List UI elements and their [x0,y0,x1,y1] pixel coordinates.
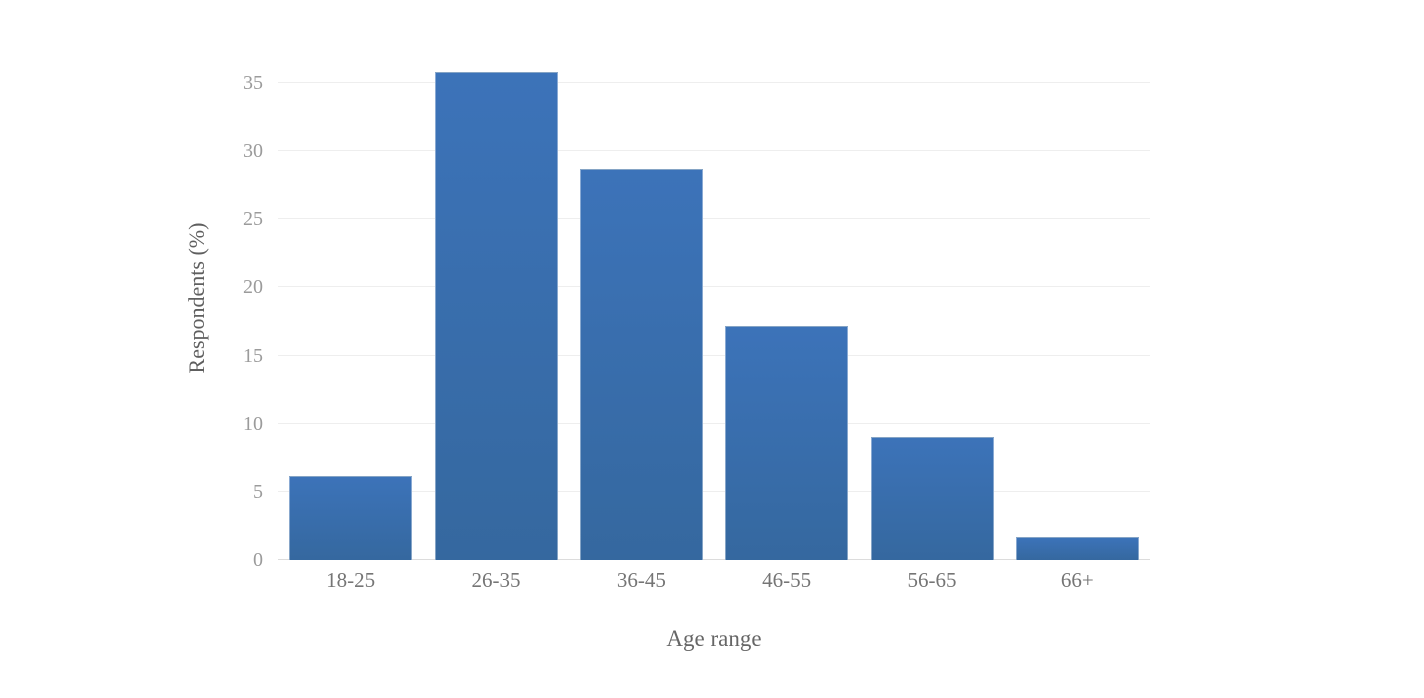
gridline [278,422,1150,424]
y-tick-label: 30 [243,140,263,163]
y-tick-label: 5 [253,480,263,503]
y-tick-label: 15 [243,344,263,367]
gridline [278,490,1150,492]
bar [725,325,849,560]
x-tick-label: 46-55 [762,568,812,592]
bar [289,475,413,560]
gridline [278,354,1150,356]
gridline [278,559,1150,560]
y-tick-label: 35 [243,71,263,94]
x-tick-label: 18-25 [326,568,376,592]
y-tick-label: 20 [243,276,263,299]
gridline [278,81,1150,83]
gridline [278,150,1150,152]
y-axis-title: Respondents (%) [184,222,209,374]
x-axis-title: Age range [666,626,762,651]
bar [870,437,994,560]
x-tick-label: 26-35 [471,568,521,592]
bar [579,168,703,560]
gridline [278,286,1150,288]
y-tick-label: 10 [243,412,263,435]
plot-area: 0 5 10 15 20 25 30 35 18-25 26-35 36-45 46-55 56-65 6… [243,47,1150,591]
y-tick-label: 0 [253,549,263,571]
bar [434,72,558,560]
bar [1015,536,1139,560]
x-tick-label: 56-65 [907,568,957,592]
x-tick-label: 66+ [1060,568,1094,592]
y-tick-label: 25 [243,208,263,231]
x-tick-label: 36-45 [616,568,666,592]
gridline [278,218,1150,220]
